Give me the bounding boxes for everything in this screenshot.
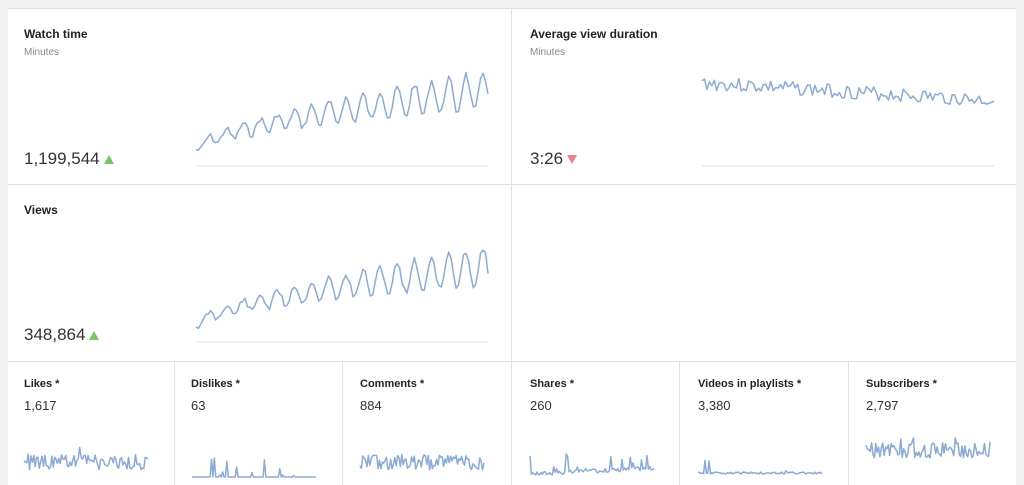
avg-view-duration-card[interactable]: Average view duration Minutes 3:26 xyxy=(512,9,1016,184)
metric-card-shares[interactable]: Shares * 260 xyxy=(512,362,679,485)
metric-card-subscribers[interactable]: Subscribers * 2,797 xyxy=(849,362,1016,485)
metric-card-videos-in-playlists[interactable]: Videos in playlists * 3,380 xyxy=(680,362,848,485)
avg-view-duration-value-row: 3:26 xyxy=(530,149,578,169)
watch-time-title: Watch time xyxy=(24,27,88,41)
metric-value: 63 xyxy=(191,398,206,413)
comments-sparkline xyxy=(359,453,485,471)
metric-divider-4 xyxy=(679,361,680,485)
videos-in-playlists-line xyxy=(697,459,823,475)
avg-view-duration-line xyxy=(701,77,995,106)
subscribers-sparkline xyxy=(865,437,991,459)
watch-time-sparkline xyxy=(195,72,489,167)
views-card[interactable]: Views 348,864 xyxy=(8,185,511,361)
dislikes-sparkline xyxy=(192,457,316,478)
vertical-divider-top xyxy=(511,9,512,361)
metric-divider-3 xyxy=(511,361,512,485)
metric-title: Likes * xyxy=(24,378,60,390)
watch-time-line xyxy=(195,72,489,151)
videos-in-playlists-sparkline xyxy=(697,459,823,475)
views-value-row: 348,864 xyxy=(24,325,100,345)
watch-time-subtitle: Minutes xyxy=(24,47,60,58)
trend-down-icon xyxy=(567,154,578,164)
metric-title: Shares * xyxy=(530,378,575,390)
shares-sparkline xyxy=(529,453,655,476)
views-value: 348,864 xyxy=(24,325,86,344)
metric-value: 2,797 xyxy=(866,398,899,413)
metric-divider-5 xyxy=(848,361,849,485)
metric-card-dislikes[interactable]: Dislikes * 63 xyxy=(175,362,342,485)
horizontal-divider-1 xyxy=(8,184,1016,185)
metric-title: Subscribers * xyxy=(866,378,937,390)
metric-value: 260 xyxy=(530,398,552,413)
metric-value: 1,617 xyxy=(24,398,57,413)
metric-title: Comments * xyxy=(360,378,425,390)
views-sparkline xyxy=(195,249,489,343)
avg-view-duration-subtitle: Minutes xyxy=(530,47,566,58)
metric-title: Videos in playlists * xyxy=(698,378,802,390)
horizontal-divider-2 xyxy=(8,361,1016,362)
metric-card-comments[interactable]: Comments * 884 xyxy=(343,362,511,485)
avg-view-duration-title: Average view duration xyxy=(530,27,658,41)
likes-sparkline xyxy=(23,446,149,471)
watch-time-value: 1,199,544 xyxy=(24,149,100,168)
metric-divider-2 xyxy=(342,361,343,485)
comments-line xyxy=(359,453,485,471)
subscribers-line xyxy=(865,437,991,459)
empty-card xyxy=(512,185,1016,361)
trend-up-icon xyxy=(103,154,114,164)
metric-value: 884 xyxy=(360,398,382,413)
watch-time-card[interactable]: Watch time Minutes 1,199,544 xyxy=(8,9,511,184)
metric-value: 3,380 xyxy=(698,398,731,413)
dislikes-line xyxy=(192,457,316,478)
views-line xyxy=(195,249,489,330)
shares-line xyxy=(529,453,655,476)
avg-view-duration-sparkline xyxy=(701,77,995,167)
analytics-panel: Watch time Minutes 1,199,544 Average vie… xyxy=(8,8,1016,485)
avg-view-duration-value: 3:26 xyxy=(530,149,564,168)
metric-divider-1 xyxy=(174,361,175,485)
likes-line xyxy=(23,446,149,471)
metric-card-likes[interactable]: Likes * 1,617 xyxy=(8,362,174,485)
watch-time-value-row: 1,199,544 xyxy=(24,149,114,169)
views-title: Views xyxy=(24,203,58,217)
metric-title: Dislikes * xyxy=(191,378,240,390)
trend-up-icon xyxy=(89,330,100,340)
